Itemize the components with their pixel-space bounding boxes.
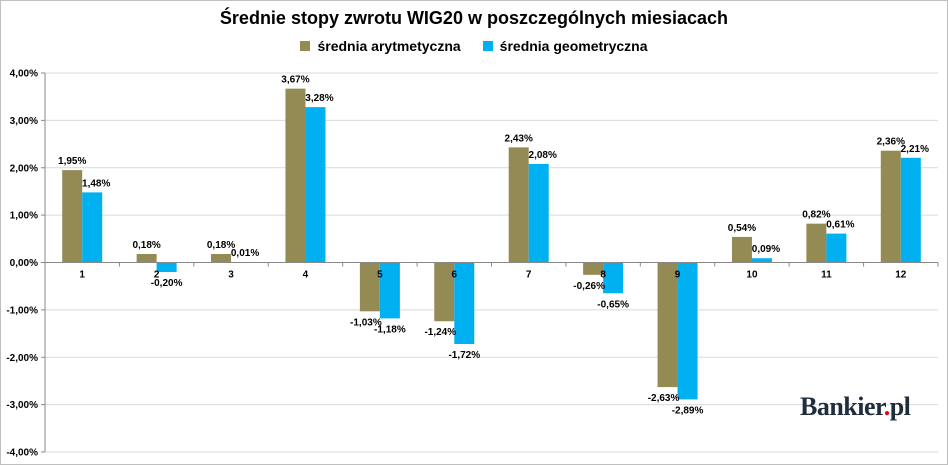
y-tick-label: 2,00%	[10, 163, 38, 174]
bar-s2-11	[826, 233, 847, 263]
data-label-s2-7: 2,08%	[529, 150, 557, 161]
logo-name: Bankier	[800, 392, 884, 421]
data-label-s1-2: 0,18%	[132, 240, 160, 251]
data-label-s1-3: 0,18%	[207, 240, 235, 251]
bar-s1-2	[136, 253, 157, 263]
data-label-s2-6: -1,72%	[448, 350, 480, 361]
bar-s1-1	[62, 170, 83, 263]
data-label-s2-2: -0,20%	[151, 278, 183, 289]
legend: średnia arytmetyczna średnia geometryczn…	[0, 38, 948, 54]
y-tick-label: 1,00%	[10, 211, 38, 222]
data-label-s2-12: 2,21%	[901, 144, 929, 155]
x-tick-label: 1	[79, 270, 85, 281]
data-label-s1-5: -1,03%	[350, 317, 382, 328]
bar-s2-5	[379, 262, 400, 319]
chart-title: Średnie stopy zwrotu WIG20 w poszczególn…	[219, 8, 729, 28]
x-tick-label: 8	[600, 270, 606, 281]
bankier-logo: Bankier.pl	[800, 392, 911, 422]
bar-s1-11	[806, 223, 827, 263]
bar-s1-12	[880, 150, 901, 263]
data-label-s2-9: -2,89%	[672, 405, 704, 416]
data-label-s1-6: -1,24%	[424, 327, 456, 338]
bar-s2-10	[751, 258, 772, 263]
data-label-s2-1: 1,48%	[82, 178, 110, 189]
data-label-s2-5: -1,18%	[374, 324, 406, 335]
x-tick-label: 3	[228, 270, 234, 281]
bar-s2-8	[603, 262, 624, 294]
bar-s1-5	[359, 262, 380, 312]
x-tick-label: 12	[895, 270, 907, 281]
x-tick-label: 11	[821, 270, 832, 281]
y-tick-label: -3,00%	[6, 400, 38, 411]
x-tick-label: 7	[526, 270, 532, 281]
y-tick-label: -4,00%	[6, 448, 38, 459]
data-label-s1-12: 2,36%	[877, 137, 905, 148]
data-label-s2-3: 0,01%	[231, 248, 259, 259]
logo-dot: .	[883, 392, 891, 421]
x-tick-label: 4	[303, 270, 309, 281]
data-label-s1-1: 1,95%	[58, 156, 86, 167]
bar-s2-7	[528, 163, 549, 263]
bar-s1-7	[508, 147, 529, 263]
y-tick-label: 3,00%	[10, 116, 38, 127]
bar-s2-1	[82, 192, 103, 263]
logo-suffix: pl	[889, 392, 911, 421]
bar-s1-9	[657, 262, 678, 388]
bar-s2-12	[900, 157, 921, 263]
bar-s1-10	[731, 236, 752, 263]
bar-s2-9	[677, 262, 698, 400]
y-tick-label: -1,00%	[6, 305, 38, 316]
data-label-s1-4: 3,67%	[281, 75, 309, 86]
bar-s1-6	[434, 262, 455, 322]
data-label-s2-11: 0,61%	[826, 220, 854, 231]
bar-s2-4	[305, 107, 326, 263]
legend-item-arytmetyczna: średnia arytmetyczna	[300, 38, 461, 54]
y-tick-label: 0,00%	[10, 258, 38, 269]
bar-s2-6	[454, 262, 475, 344]
x-tick-label: 9	[675, 270, 681, 281]
x-tick-label: 10	[746, 270, 758, 281]
y-tick-label: 4,00%	[10, 69, 38, 80]
data-label-s1-9: -2,63%	[648, 393, 680, 404]
bar-s2-2	[156, 262, 177, 272]
data-label-s1-11: 0,82%	[802, 210, 830, 221]
data-label-s2-10: 0,09%	[752, 244, 780, 255]
data-label-s1-7: 2,43%	[505, 133, 533, 144]
bar-s1-8	[583, 262, 604, 275]
legend-label-arytmetyczna: średnia arytmetyczna	[317, 38, 461, 54]
data-label-s1-10: 0,54%	[728, 223, 756, 234]
legend-item-geometryczna: średnia geometryczna	[482, 38, 648, 54]
bar-s1-4	[285, 88, 306, 263]
x-tick-label: 6	[452, 270, 458, 281]
x-tick-label: 5	[377, 270, 383, 281]
data-label-s2-4: 3,28%	[305, 93, 333, 104]
data-label-s1-8: -0,26%	[573, 281, 605, 292]
legend-swatch-arytmetyczna	[300, 41, 311, 51]
bar-s1-3	[211, 253, 232, 263]
x-tick-label: 2	[154, 270, 160, 281]
y-tick-label: -2,00%	[6, 353, 38, 364]
data-label-s2-8: -0,65%	[597, 299, 629, 310]
legend-swatch-geometryczna	[482, 41, 493, 51]
legend-label-geometryczna: średnia geometryczna	[499, 38, 648, 54]
